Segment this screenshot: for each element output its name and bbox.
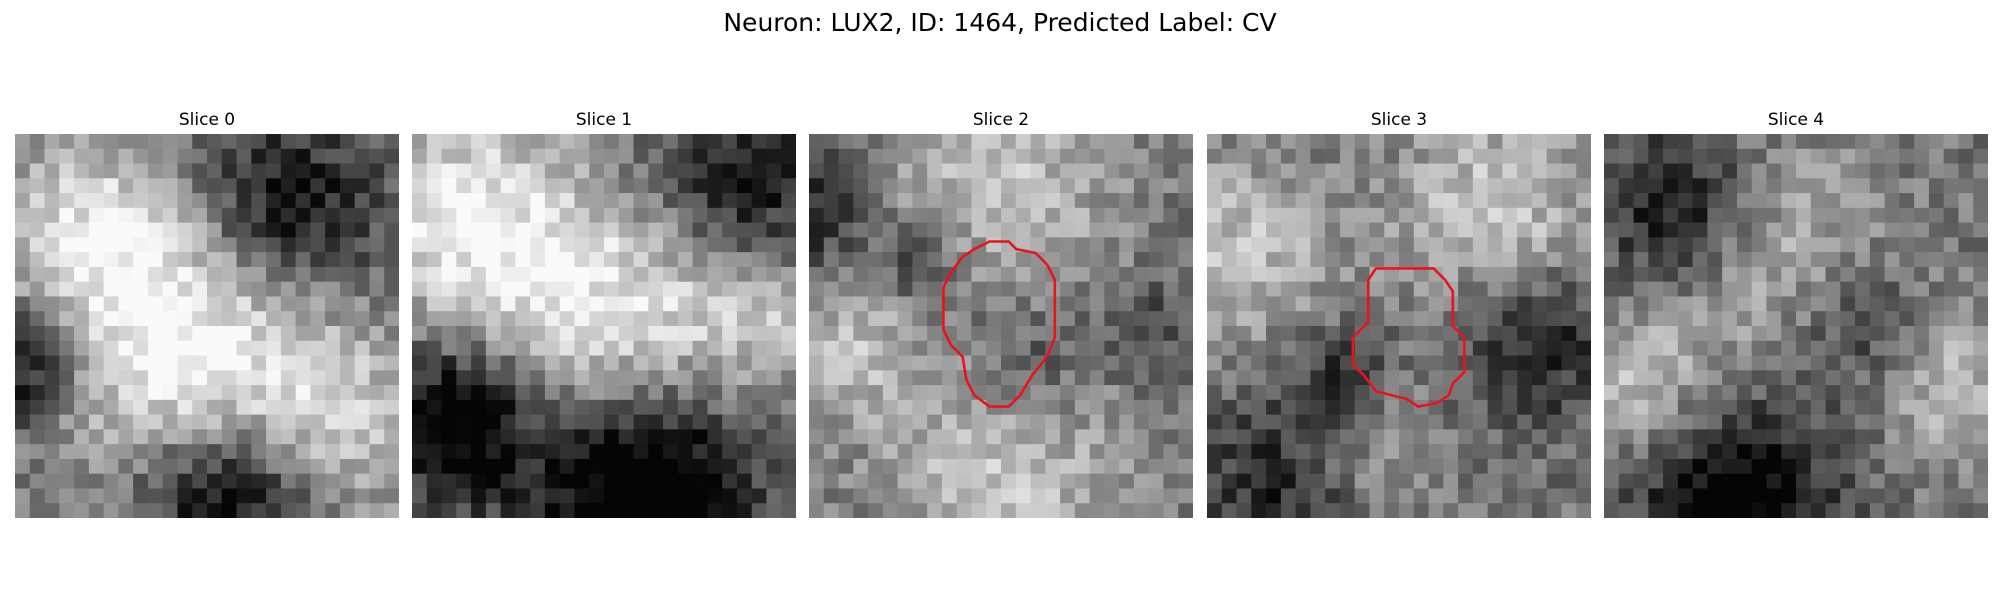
panel-title: Slice 2	[972, 110, 1030, 130]
panel-title: Slice 1	[575, 110, 633, 130]
panel-title: Slice 0	[178, 110, 236, 130]
slice-image	[15, 134, 399, 518]
segmentation-contour	[942, 240, 1057, 408]
panel-slice-3: Slice 3	[1207, 108, 1591, 518]
figure-title: Neuron: LUX2, ID: 1464, Predicted Label:…	[723, 8, 1277, 37]
slice-image	[412, 134, 796, 518]
panel-slice-1: Slice 1	[412, 108, 796, 518]
panel-slice-4: Slice 4	[1604, 108, 1988, 518]
segmentation-contour	[1351, 267, 1466, 408]
panel-title: Slice 4	[1767, 110, 1825, 130]
panel-slice-2: Slice 2	[809, 108, 1193, 518]
panel-slice-0: Slice 0	[15, 108, 399, 518]
panel-title: Slice 3	[1370, 110, 1428, 130]
slice-image	[1207, 134, 1591, 518]
slice-image	[1604, 134, 1988, 518]
slice-image	[809, 134, 1193, 518]
